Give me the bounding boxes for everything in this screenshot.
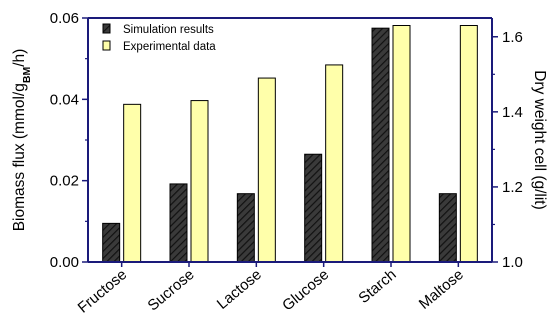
bar-experimental [459,25,478,263]
bar-simulation [102,222,121,263]
bar-experimental [392,25,411,263]
left-axis-label-tail: /h) [11,49,28,67]
legend: Simulation results Experimental data [102,23,216,53]
x-tick-label: Starch [355,266,399,307]
right-tick-label: 1.6 [502,29,523,46]
left-tick-label: 0.06 [50,10,79,27]
left-tick-label: 0.04 [50,91,79,108]
x-tick-label: Fructose [75,266,131,317]
left-tick-label: 0.02 [50,173,79,190]
left-axis-label-sub: BM [21,67,33,84]
axes-layer [82,17,498,267]
bar-experimental [190,100,209,263]
x-tick-label: Sucrose [144,266,197,314]
left-tick-label: 0.00 [50,254,79,271]
right-tick-label: 1.4 [502,104,523,121]
bar-experimental [123,103,142,263]
bar-simulation [371,27,390,263]
legend-swatch-simulation [102,23,111,34]
right-axis-label: Dry weight cell (g/lit) [531,70,548,210]
left-axis-label: Biomass flux (mmol/gBM/h) [11,49,33,232]
right-tick-label: 1.2 [502,179,523,196]
bar-simulation [438,193,457,263]
bar-simulation [169,183,188,263]
bar-experimental [325,64,344,263]
x-tick-label: Lactose [214,266,265,313]
legend-label-experimental: Experimental data [123,41,216,53]
bar-simulation [304,153,323,263]
legend-label-simulation: Simulation results [123,24,214,36]
left-axis-label-main: Biomass flux (mmol/g [11,83,28,231]
x-tick-label: Maltose [416,266,467,313]
bars-layer [102,25,478,263]
bar-simulation [236,193,255,263]
bar-experimental [257,77,276,263]
x-tick-label: Glucose [279,266,332,314]
right-tick-label: 1.0 [502,254,523,271]
legend-swatch-experimental [102,40,111,51]
